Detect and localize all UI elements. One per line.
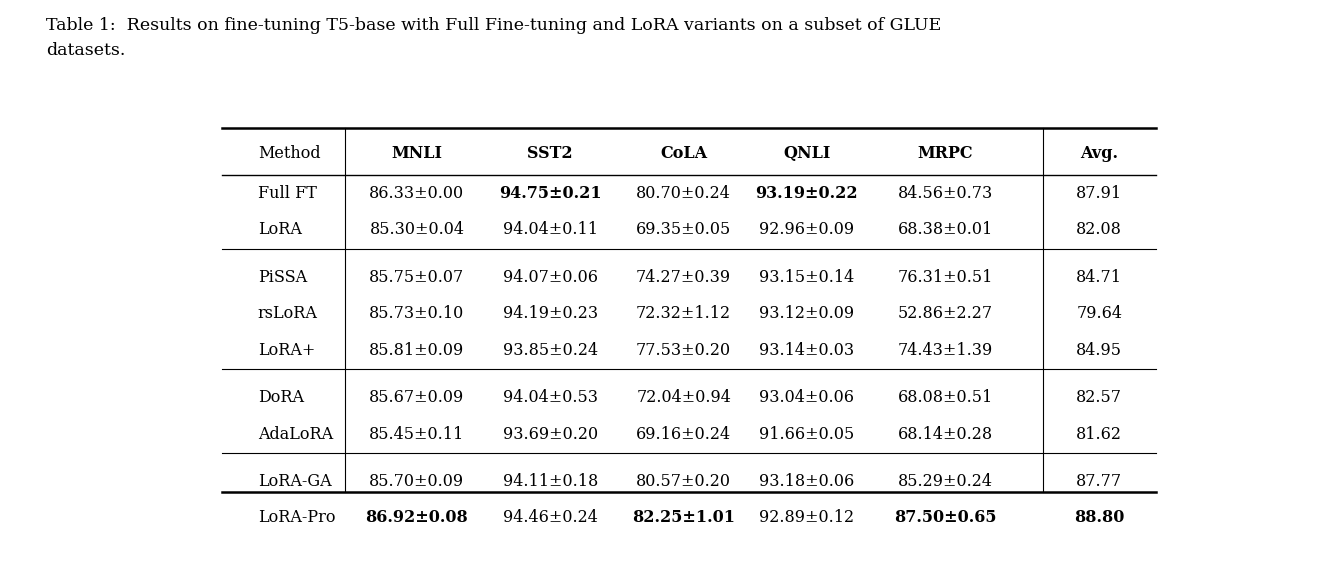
Text: 81.62: 81.62 [1076, 425, 1123, 442]
Text: 93.14±0.03: 93.14±0.03 [759, 341, 854, 359]
Text: 85.30±0.04: 85.30±0.04 [369, 221, 465, 238]
Text: 74.43±1.39: 74.43±1.39 [898, 341, 993, 359]
Text: LoRA: LoRA [258, 221, 302, 238]
Text: 68.14±0.28: 68.14±0.28 [898, 425, 993, 442]
Text: 92.96±0.09: 92.96±0.09 [759, 221, 854, 238]
Text: 76.31±0.51: 76.31±0.51 [898, 269, 993, 286]
Text: 52.86±2.27: 52.86±2.27 [898, 306, 993, 322]
Text: Full FT: Full FT [258, 185, 316, 202]
Text: 94.46±0.24: 94.46±0.24 [503, 510, 597, 526]
Text: QNLI: QNLI [782, 145, 830, 162]
Text: 91.66±0.05: 91.66±0.05 [759, 425, 854, 442]
Text: 93.69±0.20: 93.69±0.20 [503, 425, 598, 442]
Text: Avg.: Avg. [1080, 145, 1119, 162]
Text: rsLoRA: rsLoRA [258, 306, 318, 322]
Text: 84.56±0.73: 84.56±0.73 [898, 185, 993, 202]
Text: 80.70±0.24: 80.70±0.24 [637, 185, 731, 202]
Text: 93.85±0.24: 93.85±0.24 [503, 341, 598, 359]
Text: 79.64: 79.64 [1076, 306, 1123, 322]
Text: 84.95: 84.95 [1076, 341, 1123, 359]
Text: 93.12±0.09: 93.12±0.09 [759, 306, 854, 322]
Text: 82.57: 82.57 [1076, 389, 1123, 406]
Text: 69.35±0.05: 69.35±0.05 [636, 221, 731, 238]
Text: 87.91: 87.91 [1076, 185, 1123, 202]
Text: PiSSA: PiSSA [258, 269, 307, 286]
Text: LoRA+: LoRA+ [258, 341, 315, 359]
Text: LoRA-Pro: LoRA-Pro [258, 510, 335, 526]
Text: 82.25±1.01: 82.25±1.01 [632, 510, 735, 526]
Text: 72.04±0.94: 72.04±0.94 [637, 389, 731, 406]
Text: MNLI: MNLI [392, 145, 442, 162]
Text: 82.08: 82.08 [1076, 221, 1123, 238]
Text: 69.16±0.24: 69.16±0.24 [636, 425, 731, 442]
Text: 88.80: 88.80 [1074, 510, 1124, 526]
Text: CoLA: CoLA [661, 145, 707, 162]
Text: 85.73±0.10: 85.73±0.10 [369, 306, 465, 322]
Text: 84.71: 84.71 [1076, 269, 1123, 286]
Text: 85.67±0.09: 85.67±0.09 [369, 389, 465, 406]
Text: MRPC: MRPC [918, 145, 973, 162]
Text: 85.45±0.11: 85.45±0.11 [369, 425, 465, 442]
Text: Method: Method [258, 145, 320, 162]
Text: DoRA: DoRA [258, 389, 303, 406]
Text: Table 1:  Results on fine-tuning T5-base with Full Fine-tuning and LoRA variants: Table 1: Results on fine-tuning T5-base … [46, 17, 941, 59]
Text: LoRA-GA: LoRA-GA [258, 473, 331, 490]
Text: 77.53±0.20: 77.53±0.20 [636, 341, 731, 359]
Text: 87.77: 87.77 [1076, 473, 1123, 490]
Text: 72.32±1.12: 72.32±1.12 [636, 306, 731, 322]
Text: 92.89±0.12: 92.89±0.12 [759, 510, 854, 526]
Text: 86.33±0.00: 86.33±0.00 [369, 185, 465, 202]
Text: 94.04±0.11: 94.04±0.11 [503, 221, 598, 238]
Text: 93.15±0.14: 93.15±0.14 [759, 269, 854, 286]
Text: AdaLoRA: AdaLoRA [258, 425, 332, 442]
Text: 94.75±0.21: 94.75±0.21 [499, 185, 601, 202]
Text: 93.19±0.22: 93.19±0.22 [756, 185, 858, 202]
Text: 94.19±0.23: 94.19±0.23 [503, 306, 598, 322]
Text: 85.81±0.09: 85.81±0.09 [369, 341, 465, 359]
Text: 86.92±0.08: 86.92±0.08 [365, 510, 469, 526]
Text: 68.38±0.01: 68.38±0.01 [898, 221, 993, 238]
Text: 94.07±0.06: 94.07±0.06 [503, 269, 598, 286]
Text: 85.75±0.07: 85.75±0.07 [369, 269, 465, 286]
Text: SST2: SST2 [527, 145, 573, 162]
Text: 85.70±0.09: 85.70±0.09 [369, 473, 465, 490]
Text: 94.11±0.18: 94.11±0.18 [503, 473, 598, 490]
Text: 87.50±0.65: 87.50±0.65 [894, 510, 997, 526]
Text: 94.04±0.53: 94.04±0.53 [503, 389, 598, 406]
Text: 85.29±0.24: 85.29±0.24 [898, 473, 993, 490]
Text: 93.18±0.06: 93.18±0.06 [759, 473, 854, 490]
Text: 93.04±0.06: 93.04±0.06 [759, 389, 854, 406]
Text: 80.57±0.20: 80.57±0.20 [636, 473, 731, 490]
Text: 68.08±0.51: 68.08±0.51 [898, 389, 993, 406]
Text: 74.27±0.39: 74.27±0.39 [636, 269, 731, 286]
